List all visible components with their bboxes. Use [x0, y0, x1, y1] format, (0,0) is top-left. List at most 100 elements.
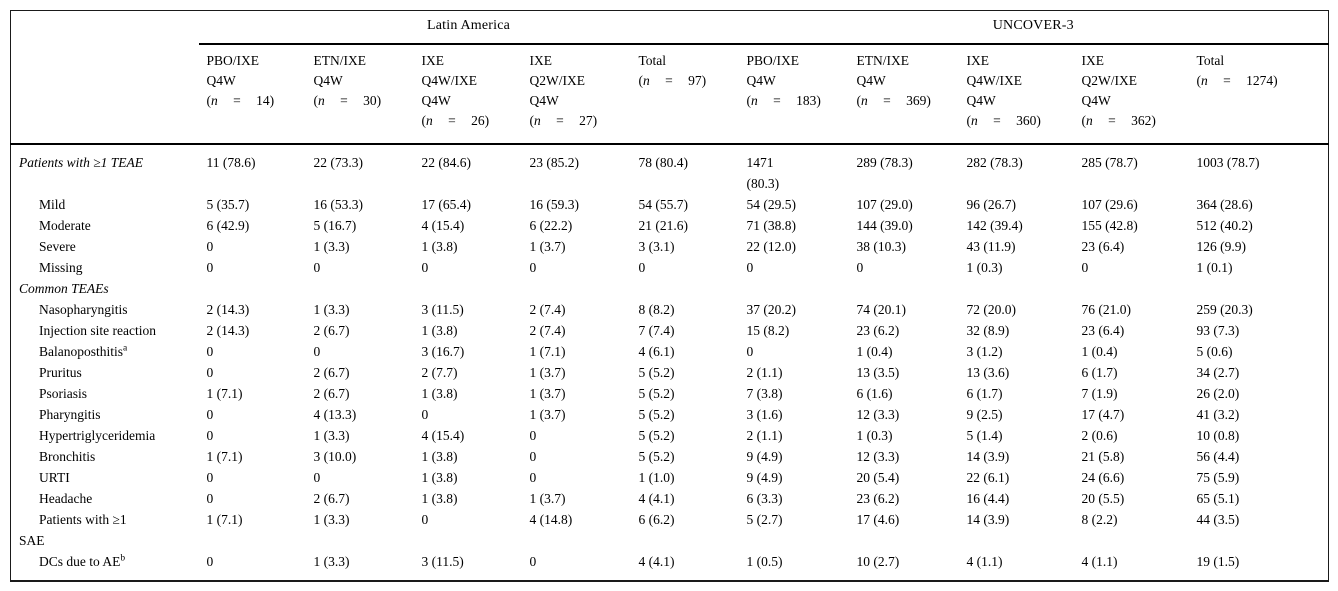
- table-cell: 282 (78.3): [966, 155, 1023, 170]
- table-cell: 17 (65.4): [421, 197, 472, 212]
- table-cell: 1 (0.4): [856, 344, 893, 359]
- table-cell: 10 (2.7): [856, 554, 900, 569]
- row-label: Common TEAEs: [19, 281, 109, 296]
- table-cell: 0: [421, 260, 429, 275]
- row-label: Severe: [39, 239, 76, 254]
- table-cell: 34 (2.7): [1196, 365, 1240, 380]
- table-cell: 7 (3.8): [746, 386, 783, 401]
- table-cell: 15 (8.2): [746, 323, 790, 338]
- row-label-column-stub: [11, 11, 199, 45]
- group-header-uncover-3: UNCOVER-3: [738, 10, 1329, 45]
- table-cell: 1 (3.3): [313, 239, 350, 254]
- column-header-8: IXE Q4W/IXE Q4W (n = 360): [958, 44, 1074, 145]
- table-cell: 107 (29.6): [1081, 197, 1138, 212]
- table-cell: 9 (4.9): [746, 449, 783, 464]
- table-cell: 1471 (80.3): [746, 155, 780, 191]
- table-cell: 65 (5.1): [1196, 491, 1240, 506]
- table-cell: 1 (3.3): [313, 512, 350, 527]
- table-cell: 20 (5.5): [1081, 491, 1125, 506]
- table-cell: 93 (7.3): [1196, 323, 1240, 338]
- table-cell: 6 (42.9): [206, 218, 250, 233]
- table-cell: 0: [206, 554, 214, 569]
- table-cell: 5 (5.2): [638, 407, 675, 422]
- table-cell: 0: [1081, 260, 1089, 275]
- table-cell: 1 (3.8): [421, 491, 458, 506]
- table-cell: 5 (35.7): [206, 197, 250, 212]
- table-cell: 76 (21.0): [1081, 302, 1132, 317]
- table-cell: 12 (3.3): [856, 407, 900, 422]
- table-row: Moderate 6 (42.9) 5 (16.7) 4 (15.4) 6 (22.2)…: [11, 215, 1329, 236]
- column-n-count: (n = 1274): [1196, 73, 1278, 88]
- table-cell: 6 (6.2): [638, 512, 675, 527]
- table-cell: 2 (6.7): [313, 386, 350, 401]
- table-cell: 1 (0.3): [856, 428, 893, 443]
- table-row: Nasopharyngitis 2 (14.3) 1 (3.3) 3 (11.5) 2 …: [11, 299, 1329, 320]
- column-n-count: (n = 26): [421, 113, 490, 128]
- row-label: Pruritus: [39, 365, 82, 380]
- table-cell: 10 (0.8): [1196, 428, 1240, 443]
- table-cell: 5 (2.7): [746, 512, 783, 527]
- footnote-marker: a: [123, 343, 128, 354]
- table-cell: 0: [206, 344, 214, 359]
- table-cell: 7 (7.4): [638, 323, 675, 338]
- table-cell: 0: [529, 470, 537, 485]
- table-cell: 1 (3.3): [313, 428, 350, 443]
- table-cell: 22 (6.1): [966, 470, 1010, 485]
- table-cell: 1 (7.1): [206, 386, 243, 401]
- table-cell: 0: [206, 239, 214, 254]
- table-cell: 71 (38.8): [746, 218, 797, 233]
- table-cell: 2 (0.6): [1081, 428, 1118, 443]
- table-cell: 2 (14.3): [206, 323, 250, 338]
- table-cell: 1 (7.1): [206, 449, 243, 464]
- table-cell: 0: [529, 260, 537, 275]
- table-cell: 3 (1.6): [746, 407, 783, 422]
- table-cell: 22 (84.6): [421, 155, 472, 170]
- table-cell: 0: [421, 512, 429, 527]
- table-cell: 56 (4.4): [1196, 449, 1240, 464]
- column-n-count: (n = 183): [746, 93, 821, 108]
- table-cell: 74 (20.1): [856, 302, 907, 317]
- table-cell: 2 (7.4): [529, 323, 566, 338]
- table-cell: 23 (6.2): [856, 491, 900, 506]
- table-cell: 2 (14.3): [206, 302, 250, 317]
- table-cell: 7 (1.9): [1081, 386, 1118, 401]
- column-header-7: ETN/IXE Q4W (n = 369): [848, 44, 959, 145]
- table-cell: 21 (5.8): [1081, 449, 1125, 464]
- table-cell: 1 (3.7): [529, 239, 566, 254]
- table-row: Mild 5 (35.7) 16 (53.3) 17 (65.4) 16 (59.3) 5…: [11, 194, 1329, 215]
- table-cell: 1 (3.8): [421, 323, 458, 338]
- table-cell: 5 (5.2): [638, 365, 675, 380]
- table-row: Common TEAEs: [11, 278, 1329, 299]
- table-cell: 17 (4.6): [856, 512, 900, 527]
- table-cell: 41 (3.2): [1196, 407, 1240, 422]
- table-cell: 289 (78.3): [856, 155, 913, 170]
- table-cell: 6 (1.7): [1081, 365, 1118, 380]
- table-cell: 0: [206, 365, 214, 380]
- table-cell: 144 (39.0): [856, 218, 913, 233]
- row-label: Patients with ≥1 SAE: [11, 509, 199, 551]
- table-cell: 22 (12.0): [746, 239, 797, 254]
- table-cell: 3 (11.5): [421, 554, 464, 569]
- table-cell: 1 (3.8): [421, 449, 458, 464]
- table-cell: 2 (7.7): [421, 365, 458, 380]
- row-label: Moderate: [39, 218, 91, 233]
- group-header-latin-america: Latin America: [198, 10, 739, 45]
- row-label: Injection site reaction: [39, 323, 156, 338]
- table-cell: [414, 278, 522, 299]
- table-cell: 512 (40.2): [1196, 218, 1253, 233]
- table-cell: 0: [529, 428, 537, 443]
- row-label-column-header: [10, 44, 199, 145]
- column-header-2: ETN/IXE Q4W (n = 30): [305, 44, 414, 145]
- table-cell: 0: [206, 260, 214, 275]
- table-cell: 4 (6.1): [638, 344, 675, 359]
- table-cell: 0: [313, 344, 321, 359]
- table-cell: 13 (3.5): [856, 365, 900, 380]
- table-cell: 3 (10.0): [313, 449, 357, 464]
- table-cell: [522, 278, 631, 299]
- table-cell: 1 (3.3): [313, 554, 350, 569]
- group-header-row: Latin America UNCOVER-3: [11, 10, 1329, 45]
- table-cell: 54 (29.5): [746, 197, 797, 212]
- table-cell: 5 (0.6): [1196, 344, 1233, 359]
- table-cell: 4 (4.1): [638, 491, 675, 506]
- table-cell: 0: [313, 260, 321, 275]
